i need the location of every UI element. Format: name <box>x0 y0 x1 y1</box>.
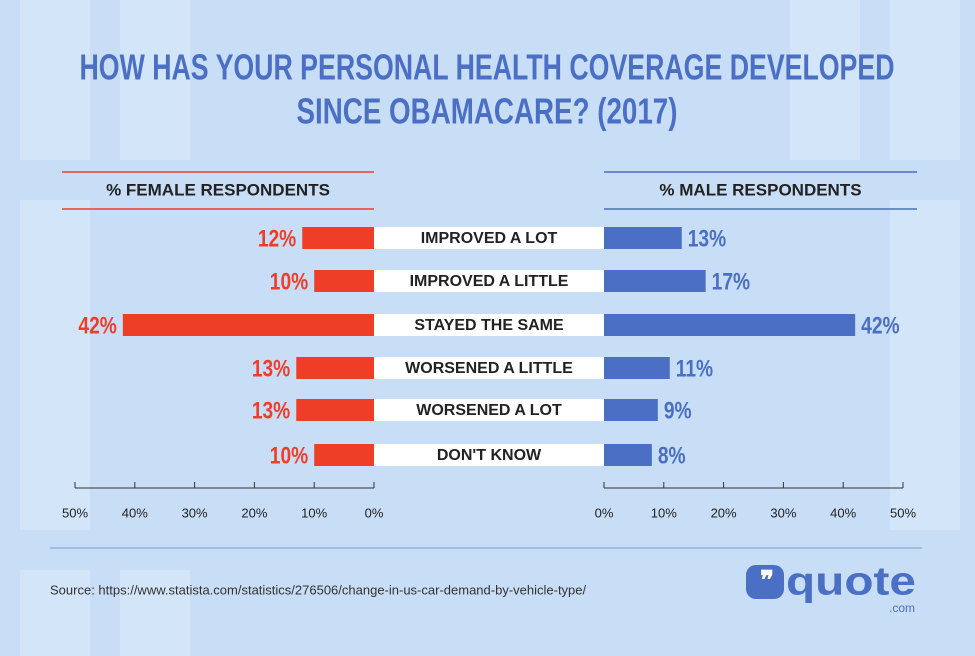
bar <box>604 227 682 249</box>
chart-title: SINCE OBAMACARE? (2017) <box>297 91 678 132</box>
category-label: STAYED THE SAME <box>414 317 564 334</box>
x-tick-label: 20% <box>241 505 267 520</box>
bar <box>296 357 374 379</box>
category-label: IMPROVED A LITTLE <box>410 273 569 290</box>
logo: ❞ quote .com <box>746 560 916 615</box>
value-label: 42% <box>78 311 116 339</box>
bar <box>314 444 374 466</box>
background-pattern <box>20 0 960 656</box>
bar <box>122 314 374 336</box>
value-label: 17% <box>712 267 750 295</box>
x-tick-label: 50% <box>62 505 88 520</box>
x-tick-label: 50% <box>890 505 916 520</box>
logo-icon <box>746 565 784 599</box>
x-tick-label: 10% <box>651 505 677 520</box>
value-label: 8% <box>658 441 686 469</box>
x-tick-label: 20% <box>711 505 737 520</box>
bar <box>604 444 652 466</box>
bar <box>302 227 374 249</box>
value-label: 10% <box>270 441 308 469</box>
category-box <box>374 444 604 466</box>
logo-quote-mark: ❞ <box>760 565 774 595</box>
category-box <box>374 399 604 421</box>
value-label: 11% <box>676 354 713 382</box>
source: Source: https://www.statista.com/statist… <box>50 582 587 597</box>
value-label: 13% <box>252 396 290 424</box>
category-box <box>374 314 604 336</box>
value-label: 13% <box>688 224 726 252</box>
bar <box>296 399 374 421</box>
chart-title: HOW HAS YOUR PERSONAL HEALTH COVERAGE DE… <box>80 47 895 88</box>
x-tick-label: 40% <box>830 505 856 520</box>
x-tick-label: 0% <box>595 505 614 520</box>
value-label: 10% <box>270 267 308 295</box>
value-label: 42% <box>861 311 899 339</box>
category-label: DON'T KNOW <box>437 447 542 464</box>
legend-label: % MALE RESPONDENTS <box>659 180 861 199</box>
bar <box>314 270 374 292</box>
x-tick-label: 0% <box>365 505 384 520</box>
category-label: IMPROVED A LOT <box>421 230 558 247</box>
x-tick-label: 30% <box>770 505 796 520</box>
category-box <box>374 227 604 249</box>
category-box <box>374 270 604 292</box>
bar <box>604 399 658 421</box>
legend-label: % FEMALE RESPONDENTS <box>106 180 330 199</box>
value-label: 9% <box>664 396 692 424</box>
bar <box>604 314 856 336</box>
bar <box>604 270 706 292</box>
x-tick-label: 30% <box>182 505 208 520</box>
logo-text: quote <box>786 560 916 604</box>
category-label: WORSENED A LOT <box>416 402 562 419</box>
logo-suffix: .com <box>889 601 915 615</box>
category-label: WORSENED A LITTLE <box>405 360 573 377</box>
category-box <box>374 357 604 379</box>
value-label: 12% <box>258 224 296 252</box>
bar <box>604 357 670 379</box>
x-tick-label: 10% <box>301 505 327 520</box>
value-label: 13% <box>252 354 290 382</box>
x-tick-label: 40% <box>122 505 148 520</box>
